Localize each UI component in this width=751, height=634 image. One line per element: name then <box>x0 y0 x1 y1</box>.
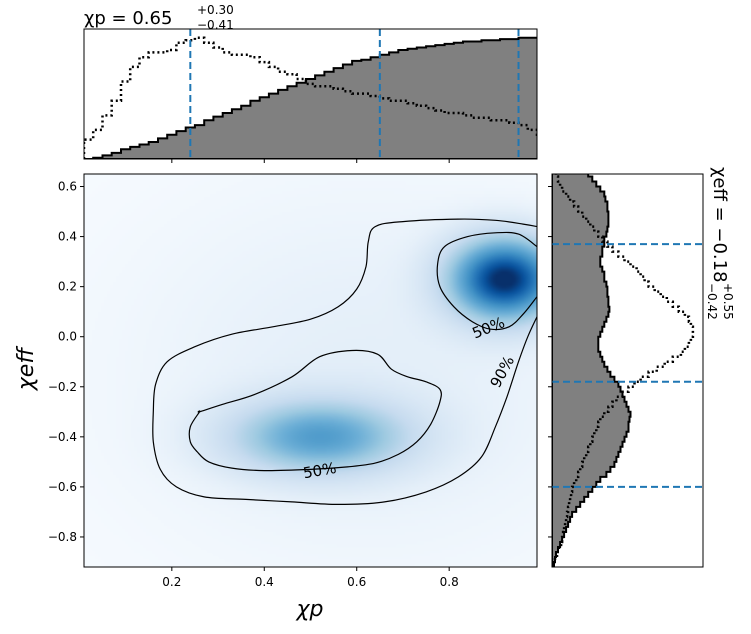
x-tick-label: 0.4 <box>255 575 274 589</box>
top-title-minus: −0.41 <box>197 18 234 32</box>
x-tick-label: 0.8 <box>440 575 459 589</box>
x-tick-label: 0.2 <box>162 575 181 589</box>
density-heatmap <box>84 174 537 567</box>
right-title-minus: −0.42 <box>705 283 719 320</box>
top-marginal-frame <box>83 28 538 160</box>
main-frame <box>83 173 538 568</box>
y-tick-label: 0.4 <box>58 230 77 244</box>
y-tick-label: 0.6 <box>58 180 77 194</box>
main-density-panel: 50%50%90% 0.2 0.4 0.6 0.8 0.60.40.20.0−0.2−… <box>14 173 538 622</box>
top-title-plus: +0.30 <box>197 3 234 17</box>
y-axis-label: χeff <box>14 346 39 392</box>
contour-50-lower-line <box>188 349 442 472</box>
top-title-main: χp = 0.65 <box>84 8 172 29</box>
contour-label-0: 50% <box>302 459 338 483</box>
right-title-plus: +0.55 <box>721 283 735 320</box>
top-marginal-panel: χp = 0.65 +0.30 −0.41 <box>83 3 538 163</box>
x-axis-label: χp <box>296 597 324 622</box>
y-tick-label: 0.0 <box>58 330 77 344</box>
right-dotted-histogram <box>552 174 695 567</box>
top-filled-histogram <box>84 36 537 159</box>
right-marginal-frame <box>551 173 704 568</box>
right-filled-histogram <box>552 174 632 567</box>
top-marginal-title: χp = 0.65 <box>84 8 172 29</box>
y-tick-label: −0.8 <box>48 530 77 544</box>
y-tick-label: −0.4 <box>48 430 77 444</box>
contour-90-line <box>152 218 537 506</box>
y-tick-label: −0.6 <box>48 480 77 494</box>
right-marginal-title: χeff = −0.18 <box>709 167 730 283</box>
y-tick-label: −0.2 <box>48 380 77 394</box>
contour-50-upper-line <box>436 231 537 331</box>
right-marginal-panel: χeff = −0.18 +0.55 −0.42 <box>548 167 735 568</box>
y-tick-label: 0.2 <box>58 280 77 294</box>
x-tick-label: 0.6 <box>347 575 366 589</box>
top-dotted-histogram <box>84 36 537 159</box>
